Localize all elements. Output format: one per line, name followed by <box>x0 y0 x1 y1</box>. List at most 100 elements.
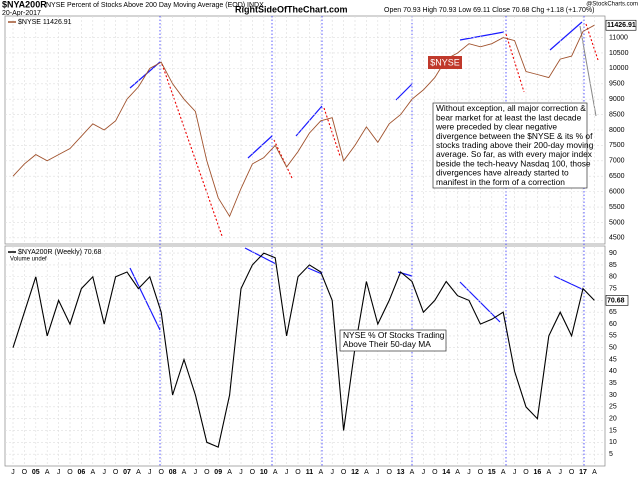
y-tick-label: 85 <box>609 262 617 269</box>
y-tick-label: 45 <box>609 356 617 363</box>
x-tick-label: J <box>285 469 289 476</box>
annotation-box <box>339 329 447 352</box>
x-tick-label: A <box>501 469 506 476</box>
y-tick-label: 9500 <box>609 81 625 88</box>
y-tick-label: 8000 <box>609 127 625 134</box>
y-tick-label: 65 <box>609 309 617 316</box>
x-tick-label: A <box>546 469 551 476</box>
x-tick-label: O <box>113 469 119 476</box>
x-tick-label: 14 <box>442 469 450 476</box>
x-tick-label: 17 <box>579 469 587 476</box>
x-tick-label: O <box>432 469 438 476</box>
legend-label: $NYSE 11426.91 <box>18 19 72 26</box>
site: RightSideOfTheChart.com <box>235 4 348 14</box>
x-tick-label: J <box>467 469 471 476</box>
credit: @StockCharts.com <box>586 2 638 8</box>
x-tick-label: A <box>410 469 415 476</box>
description: NYSE Percent of Stocks Above 200 Day Mov… <box>46 2 264 9</box>
series-line <box>12 24 595 218</box>
x-tick-label: O <box>569 469 575 476</box>
tag-box <box>428 56 462 69</box>
x-tick-label: A <box>592 469 597 476</box>
x-tick-label: 12 <box>351 469 359 476</box>
y-tick-label: 8500 <box>609 111 625 118</box>
x-tick-label: J <box>422 469 426 476</box>
annotation-line: average. So far, as with every major ind… <box>436 149 593 159</box>
y-tick-label: 20 <box>609 416 617 423</box>
x-tick-label: J <box>11 469 15 476</box>
y-tick-label: 5000 <box>609 219 625 226</box>
y-tick-label: 6000 <box>609 188 625 195</box>
x-tick-label: 09 <box>214 469 222 476</box>
y-tick-label: 40 <box>609 368 617 375</box>
y-tick-label: 60 <box>609 321 617 328</box>
y-tick-label: 55 <box>609 333 617 340</box>
x-tick-label: 06 <box>78 469 86 476</box>
x-tick-label: A <box>182 469 187 476</box>
y-tick-label: 6500 <box>609 173 625 180</box>
series-line <box>12 252 595 448</box>
y-tick-label: 75 <box>609 285 617 292</box>
annotation-line: NYSE % Of Stocks Trading <box>343 330 445 340</box>
annotation-line: manifest in the form of a correction <box>436 177 565 187</box>
x-tick-label: 05 <box>32 469 40 476</box>
y-tick-label: 90 <box>609 250 617 257</box>
y-tick-label: 35 <box>609 380 617 387</box>
x-tick-label: A <box>90 469 95 476</box>
x-tick-label: J <box>102 469 106 476</box>
x-tick-label: O <box>478 469 484 476</box>
x-tick-label: A <box>318 469 323 476</box>
last-value: 70.68 <box>607 297 625 304</box>
y-tick-label: 50 <box>609 345 617 352</box>
x-tick-label: 10 <box>260 469 268 476</box>
y-tick-label: 11000 <box>609 34 628 41</box>
symbol: $NYA200R <box>2 0 47 9</box>
annotation-line: bear market for at least the last decade <box>436 112 582 122</box>
x-tick-label: A <box>45 469 50 476</box>
x-tick-label: J <box>194 469 198 476</box>
x-tick-label: J <box>513 469 517 476</box>
y-tick-label: 10 <box>609 439 617 446</box>
annotation-line: were preceded by clear negative <box>435 122 557 132</box>
x-tick-label: O <box>67 469 73 476</box>
annotation-box <box>432 102 588 189</box>
x-tick-label: O <box>523 469 529 476</box>
annotation-line: Without exception, all major correction … <box>436 103 586 113</box>
x-tick-label: A <box>364 469 369 476</box>
y-tick-label: 10500 <box>609 50 629 57</box>
x-tick-label: A <box>455 469 460 476</box>
y-tick-label: 15 <box>609 427 617 434</box>
x-tick-label: J <box>57 469 61 476</box>
legend-sub: Volume undef <box>10 257 47 263</box>
x-tick-label: O <box>341 469 347 476</box>
date: 20-Apr-2017 <box>2 10 41 17</box>
x-tick-label: 11 <box>306 469 314 476</box>
annotation-line: Above Their 50-day MA <box>343 339 431 349</box>
annotation-line: beside the tech-heavy Nasdaq 100, those <box>436 158 591 168</box>
annotation-line: divergences have already started to <box>436 168 569 178</box>
x-tick-label: 08 <box>169 469 177 476</box>
y-tick-label: 25 <box>609 404 617 411</box>
x-tick-label: J <box>148 469 152 476</box>
bottom-panel <box>4 245 606 467</box>
x-tick-label: J <box>330 469 334 476</box>
y-tick-label: 10000 <box>609 65 629 72</box>
x-tick-label: A <box>227 469 232 476</box>
last-value-box <box>605 295 629 306</box>
callout-pointer <box>579 25 597 117</box>
x-tick-label: O <box>386 469 392 476</box>
x-tick-label: O <box>22 469 28 476</box>
x-tick-label: 07 <box>123 469 131 476</box>
x-tick-label: 13 <box>397 469 405 476</box>
y-tick-label: 9000 <box>609 96 625 103</box>
annotation-line: stocks trading above their 200-day movin… <box>436 140 594 150</box>
y-tick-label: 80 <box>609 274 617 281</box>
y-tick-label: 7000 <box>609 158 625 165</box>
y-tick-label: 4500 <box>609 235 625 242</box>
y-tick-label: 5500 <box>609 204 625 211</box>
legend-label: $NYA200R (Weekly) 70.68 <box>18 249 101 256</box>
annotation-line: divergence between the $NYSE & its % of <box>436 131 593 141</box>
x-tick-label: 15 <box>488 469 496 476</box>
